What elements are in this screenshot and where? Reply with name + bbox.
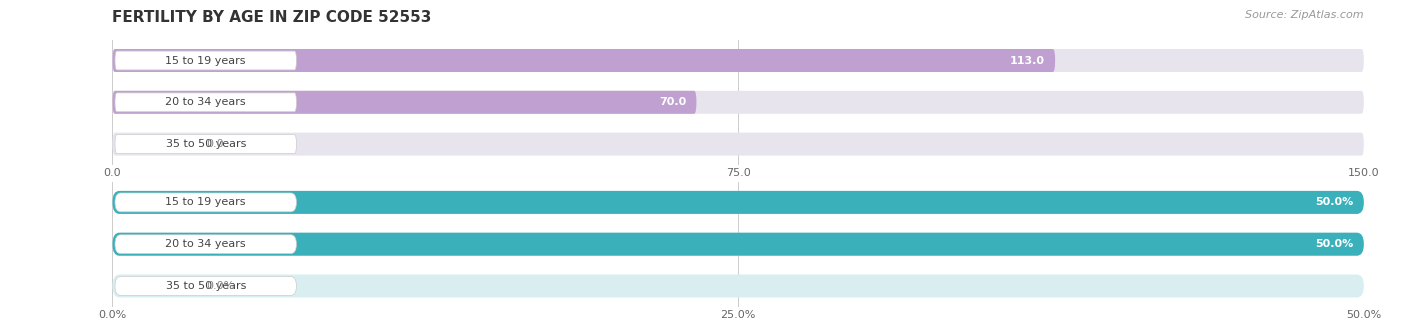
Text: 113.0: 113.0 — [1010, 55, 1045, 65]
Text: 35 to 50 years: 35 to 50 years — [166, 139, 246, 149]
Text: 70.0: 70.0 — [659, 97, 686, 107]
FancyBboxPatch shape — [112, 191, 1364, 214]
FancyBboxPatch shape — [115, 93, 297, 112]
Text: Source: ZipAtlas.com: Source: ZipAtlas.com — [1246, 10, 1364, 20]
Text: FERTILITY BY AGE IN ZIP CODE 52553: FERTILITY BY AGE IN ZIP CODE 52553 — [112, 10, 432, 25]
FancyBboxPatch shape — [112, 233, 1364, 256]
Text: 20 to 34 years: 20 to 34 years — [166, 97, 246, 107]
FancyBboxPatch shape — [112, 49, 1054, 72]
FancyBboxPatch shape — [115, 51, 297, 70]
Text: 15 to 19 years: 15 to 19 years — [166, 197, 246, 207]
FancyBboxPatch shape — [112, 133, 1364, 156]
Text: 0.0%: 0.0% — [207, 281, 235, 291]
FancyBboxPatch shape — [112, 233, 1364, 256]
FancyBboxPatch shape — [112, 91, 1364, 114]
FancyBboxPatch shape — [112, 91, 696, 114]
Text: 20 to 34 years: 20 to 34 years — [166, 239, 246, 249]
Text: 50.0%: 50.0% — [1316, 197, 1354, 207]
Text: 0.0: 0.0 — [207, 139, 224, 149]
Text: 35 to 50 years: 35 to 50 years — [166, 281, 246, 291]
FancyBboxPatch shape — [115, 277, 297, 295]
Text: 50.0%: 50.0% — [1316, 239, 1354, 249]
FancyBboxPatch shape — [115, 135, 297, 153]
FancyBboxPatch shape — [112, 275, 1364, 298]
FancyBboxPatch shape — [115, 235, 297, 254]
FancyBboxPatch shape — [112, 191, 1364, 214]
Text: 15 to 19 years: 15 to 19 years — [166, 55, 246, 65]
FancyBboxPatch shape — [115, 193, 297, 212]
FancyBboxPatch shape — [112, 49, 1364, 72]
